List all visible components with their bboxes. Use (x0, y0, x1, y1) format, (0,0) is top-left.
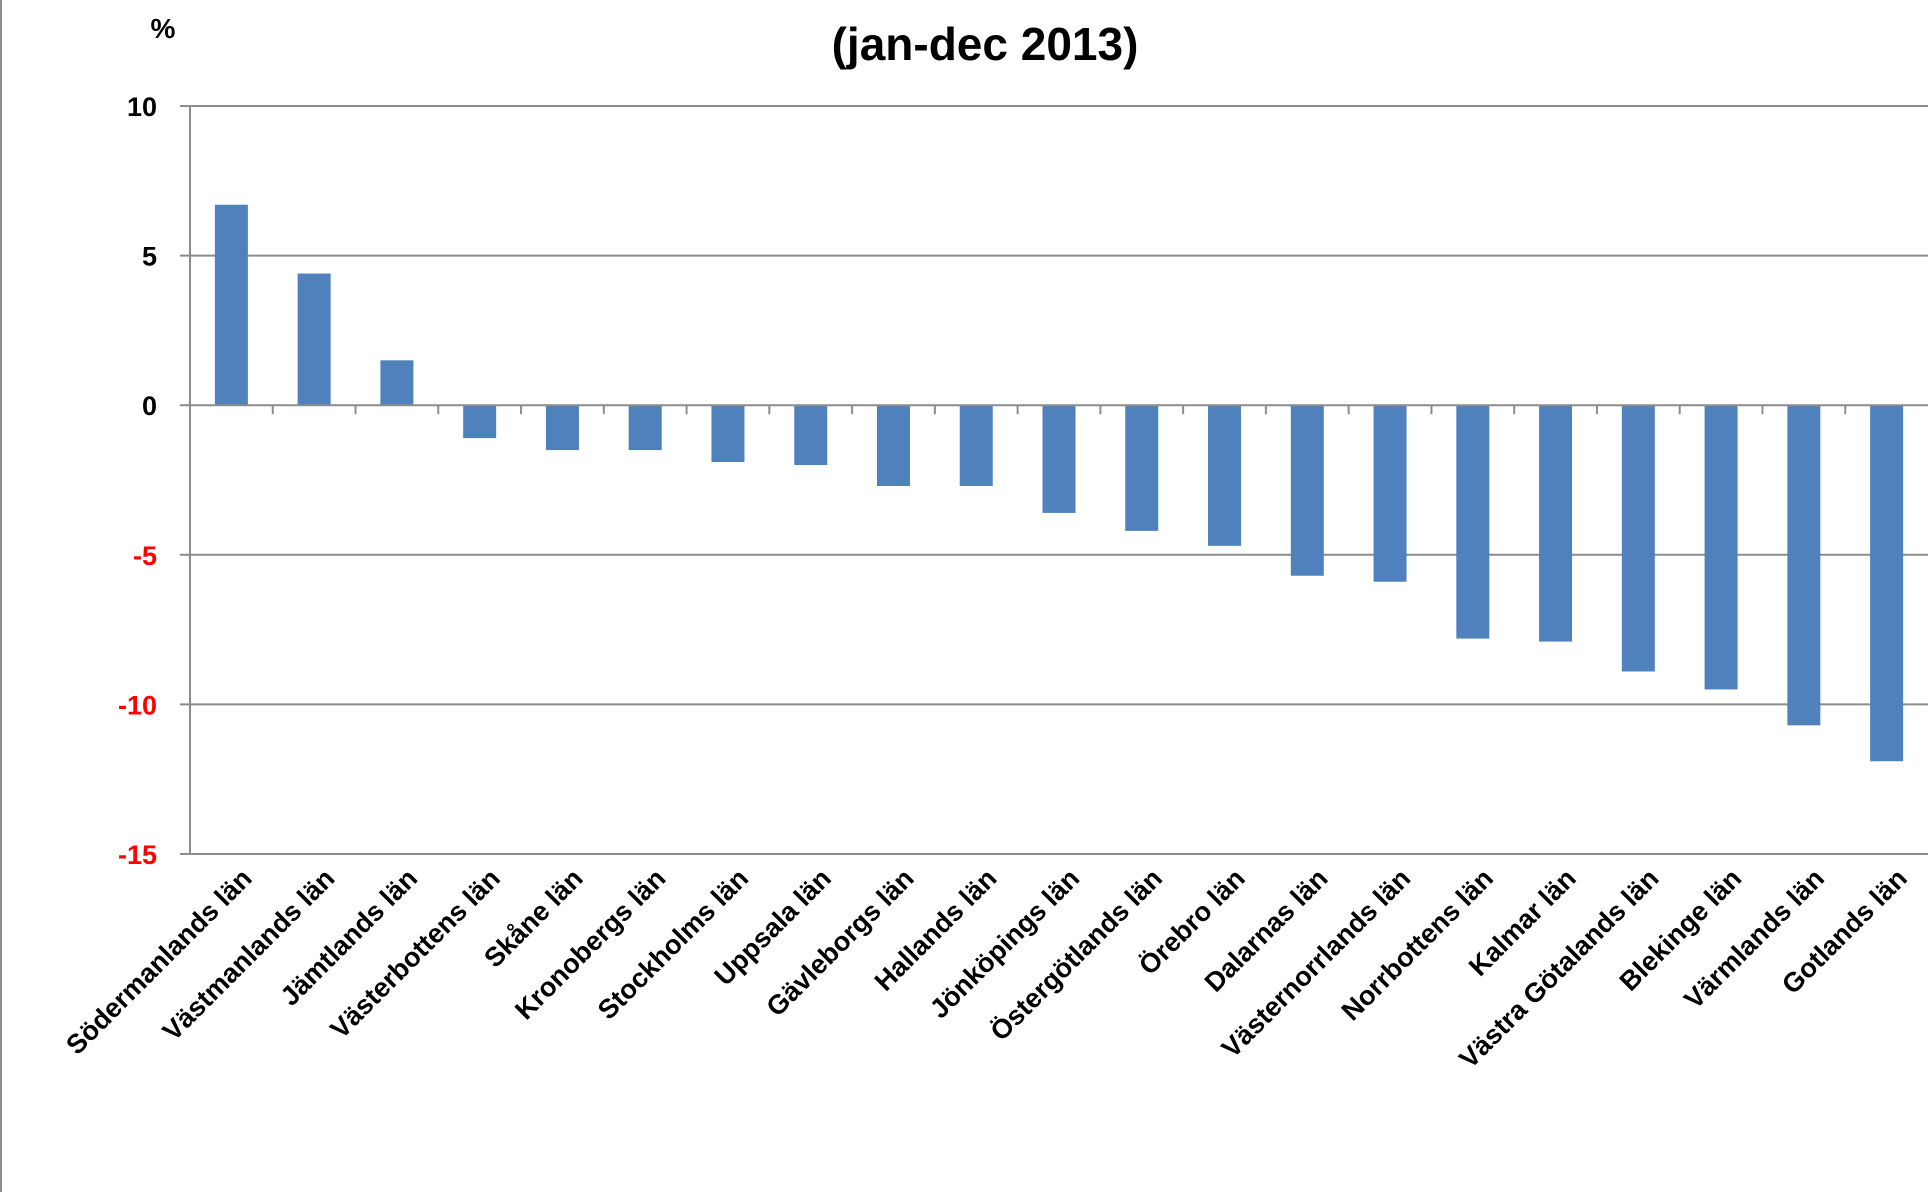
bar-13 (1290, 405, 1324, 576)
axes (180, 105, 1928, 855)
bar-4 (545, 405, 579, 451)
y-tick-label-1: 5 (142, 242, 157, 272)
x-tick-label-10: Jönköpings län (924, 863, 1085, 1024)
bar-14 (1373, 405, 1407, 582)
y-axis-unit-label: % (151, 13, 176, 44)
y-tick-label-3: -5 (133, 541, 157, 571)
bar-15 (1456, 405, 1490, 639)
bar-1 (297, 273, 331, 406)
bar-16 (1539, 405, 1573, 642)
y-tick-label-5: -15 (118, 840, 157, 870)
x-tick-label-19: Värmlands län (1678, 863, 1830, 1015)
y-tick-label-4: -10 (118, 690, 157, 720)
y-tick-label-0: 10 (127, 92, 157, 122)
bar-12 (1208, 405, 1242, 546)
bar-9 (959, 405, 993, 486)
bar-7 (794, 405, 828, 466)
bars (214, 204, 1904, 762)
bar-3 (463, 405, 497, 439)
bar-0 (214, 204, 248, 406)
bar-20 (1870, 405, 1904, 762)
bar-6 (711, 405, 745, 463)
y-tick-labels: 10 5 0 -5 -10 -15 (118, 92, 157, 870)
bar-2 (380, 360, 414, 406)
x-tick-label-6: Stockholms län (592, 863, 754, 1025)
bar-17 (1621, 405, 1655, 672)
x-tick-label-5: Kronobergs län (509, 863, 671, 1025)
bar-19 (1787, 405, 1821, 726)
y-tick-label-2: 0 (142, 391, 157, 421)
bar-11 (1125, 405, 1159, 531)
chart-title: (jan-dec 2013) (832, 18, 1139, 70)
bar-5 (628, 405, 662, 451)
x-tick-label-8: Gävleborgs län (761, 863, 920, 1022)
bar-18 (1704, 405, 1738, 690)
bar-10 (1042, 405, 1076, 513)
x-tick-label-15: Norrbottens län (1336, 863, 1499, 1026)
bar-8 (876, 405, 910, 486)
